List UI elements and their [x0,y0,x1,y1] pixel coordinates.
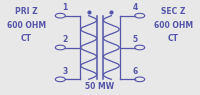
Text: 1: 1 [62,3,68,12]
Text: 3: 3 [62,67,68,76]
Text: 600 OHM: 600 OHM [7,21,46,30]
Text: CT: CT [21,34,32,43]
Text: 2: 2 [62,35,68,44]
Text: 4: 4 [132,3,138,12]
Text: 6: 6 [132,67,138,76]
Text: PRI Z: PRI Z [15,7,38,16]
Text: 50 MW: 50 MW [85,82,115,91]
Text: SEC Z: SEC Z [161,7,186,16]
Text: 600 OHM: 600 OHM [154,21,193,30]
Text: 5: 5 [133,35,138,44]
Text: CT: CT [168,34,179,43]
